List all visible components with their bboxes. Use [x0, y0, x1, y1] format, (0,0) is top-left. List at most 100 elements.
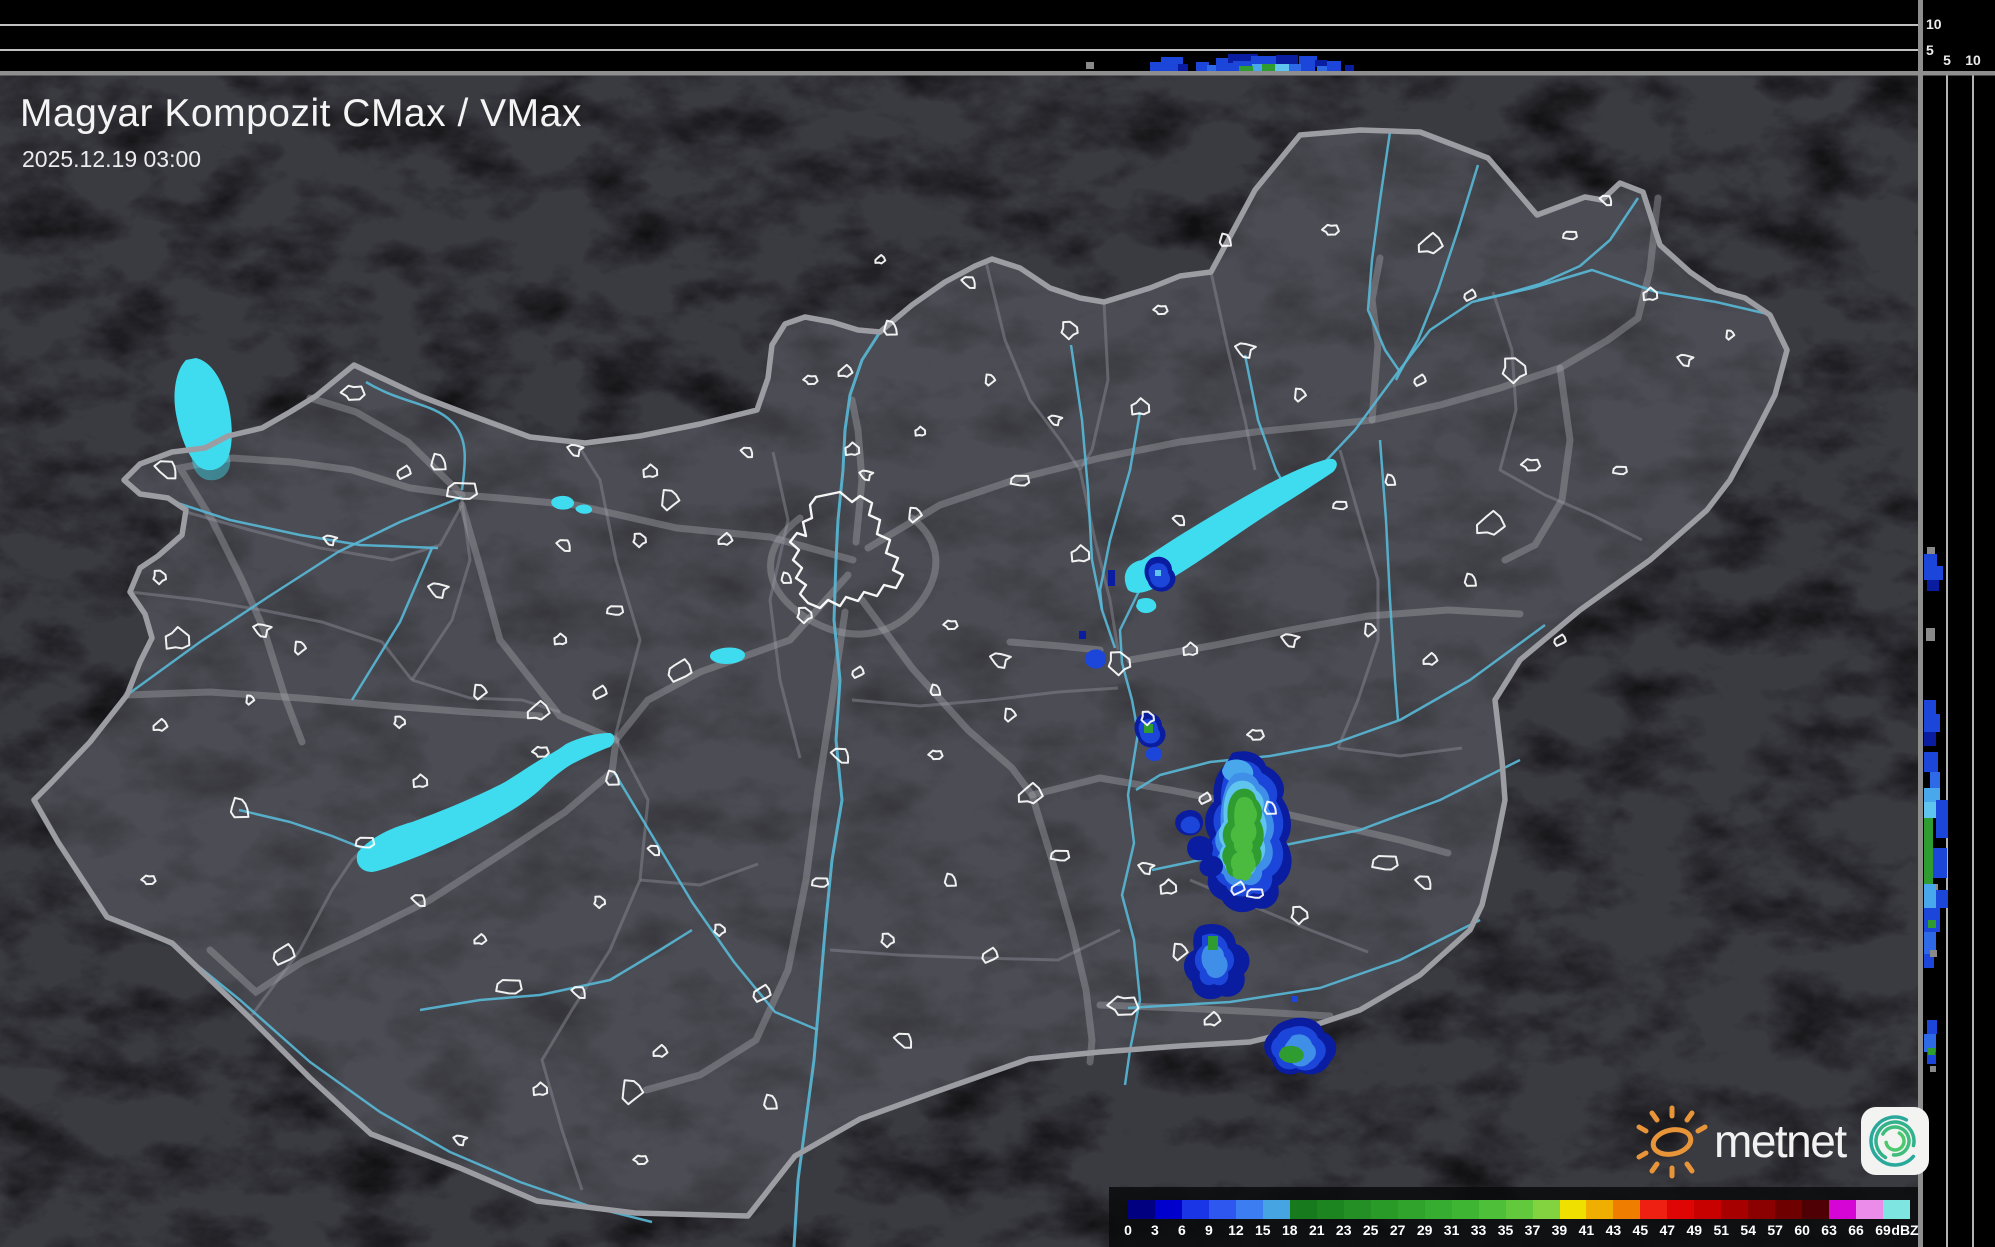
- profile-echo: [1150, 62, 1163, 71]
- legend-tick-label: 69: [1875, 1222, 1891, 1238]
- city-outline: [1290, 905, 1309, 926]
- legend-color-segment: [1289, 1200, 1317, 1219]
- profile-echo: [1289, 64, 1301, 71]
- city-outline: [1417, 231, 1444, 255]
- city-outline: [1230, 880, 1246, 896]
- legend-color-segment: [1559, 1200, 1587, 1219]
- profile-echo: [1924, 818, 1933, 848]
- legend-color-segment: [1721, 1200, 1749, 1219]
- profile-echo: [1276, 55, 1298, 64]
- legend-unit-label: dBZ: [1891, 1222, 1919, 1238]
- right-profile-echoes: [1924, 547, 1948, 1072]
- top-panel-label-5: 5: [1926, 42, 1934, 58]
- legend-tick-label: 21: [1308, 1222, 1325, 1238]
- city-outline: [1245, 888, 1265, 899]
- map-timestamp: 2025.12.19 03:00: [22, 146, 202, 172]
- legend-colorbar: [1128, 1200, 1911, 1219]
- city-outline: [642, 463, 659, 479]
- legend-tick-label: 51: [1713, 1222, 1730, 1238]
- legend-color-segment: [1802, 1200, 1830, 1219]
- legend-tick-label: 0: [1124, 1222, 1132, 1238]
- city-outline: [1130, 397, 1151, 416]
- budapest-outline: [788, 490, 905, 610]
- city-outline: [427, 582, 450, 599]
- metnet-app-icon: [1860, 1107, 1929, 1175]
- legend-color-segment: [1235, 1200, 1263, 1219]
- profile-echo: [1228, 54, 1258, 63]
- city-outline: [570, 986, 586, 999]
- city-outline: [1642, 286, 1659, 302]
- legend-tick-label: 60: [1794, 1222, 1810, 1238]
- city-outline: [960, 276, 976, 289]
- city-outline: [713, 923, 727, 938]
- legend-color-segment: [1424, 1200, 1452, 1219]
- legend-tick-label: 43: [1605, 1222, 1622, 1238]
- city-outline: [445, 482, 478, 500]
- city-outline: [796, 606, 813, 625]
- city-outline: [1598, 194, 1613, 207]
- city-outline: [152, 569, 167, 586]
- radar-echo: [1208, 936, 1218, 950]
- city-outline: [555, 539, 571, 552]
- legend-color-segment: [1532, 1200, 1560, 1219]
- city-outline: [1107, 651, 1132, 677]
- city-outline: [593, 895, 607, 910]
- legend-color-segment: [1316, 1200, 1344, 1219]
- profile-echo: [1926, 628, 1935, 641]
- city-outline: [1070, 544, 1091, 563]
- city-outline: [1413, 373, 1427, 387]
- right-panel-label-10: 10: [1965, 52, 1981, 68]
- city-outline: [153, 460, 177, 480]
- city-outline: [1140, 710, 1155, 727]
- radar-echo: [1230, 796, 1257, 853]
- legend-tick-label: 54: [1740, 1222, 1756, 1238]
- radar-echo: [1144, 724, 1153, 733]
- city-outlines: [140, 194, 1736, 1166]
- city-outline: [1332, 500, 1348, 511]
- city-outline: [272, 943, 296, 966]
- city-outline: [152, 717, 169, 732]
- legend-color-segment: [1829, 1200, 1857, 1219]
- city-outline: [294, 640, 307, 656]
- legend-color-segment: [1397, 1200, 1425, 1219]
- profile-echo: [1930, 1066, 1936, 1072]
- city-outline: [1414, 875, 1432, 890]
- city-outline: [1172, 942, 1189, 962]
- roads: [123, 194, 1662, 1094]
- city-outline: [892, 1032, 913, 1049]
- city-outline: [1321, 223, 1340, 236]
- city-outline: [929, 683, 942, 696]
- legend-color-segment: [1181, 1200, 1209, 1219]
- profile-echo: [1275, 64, 1289, 71]
- lake-balaton: [356, 733, 615, 872]
- city-outline: [1562, 230, 1578, 241]
- profile-echo: [1924, 848, 1933, 884]
- lake-tisza: [1124, 458, 1337, 593]
- city-outline: [1246, 728, 1265, 741]
- city-outline: [339, 384, 366, 401]
- city-outline: [1159, 878, 1178, 895]
- city-outline: [717, 531, 734, 546]
- city-outline: [989, 652, 1012, 669]
- legend-tick-label: 23: [1335, 1222, 1352, 1238]
- city-outline: [943, 872, 957, 887]
- profile-echo: [1936, 800, 1948, 838]
- profile-echo: [1930, 950, 1937, 957]
- horizontal-divider: [0, 71, 1995, 76]
- legend-color-segment: [1262, 1200, 1290, 1219]
- city-outline: [605, 769, 620, 786]
- profile-echo: [1933, 848, 1947, 878]
- city-outline: [1218, 232, 1232, 247]
- city-outline: [1422, 651, 1439, 666]
- city-outline: [229, 796, 250, 819]
- city-outline: [1152, 304, 1169, 316]
- city-outline: [164, 626, 191, 650]
- legend-tick-label: 31: [1443, 1222, 1460, 1238]
- city-outline: [661, 489, 681, 512]
- city-outline: [1676, 353, 1695, 368]
- legend-tick-label: 45: [1632, 1222, 1649, 1238]
- legend-tick-label: 12: [1228, 1222, 1244, 1238]
- profile-echo: [1317, 66, 1327, 71]
- city-outline: [1463, 572, 1477, 587]
- radar-echo-cells: [1079, 556, 1337, 1075]
